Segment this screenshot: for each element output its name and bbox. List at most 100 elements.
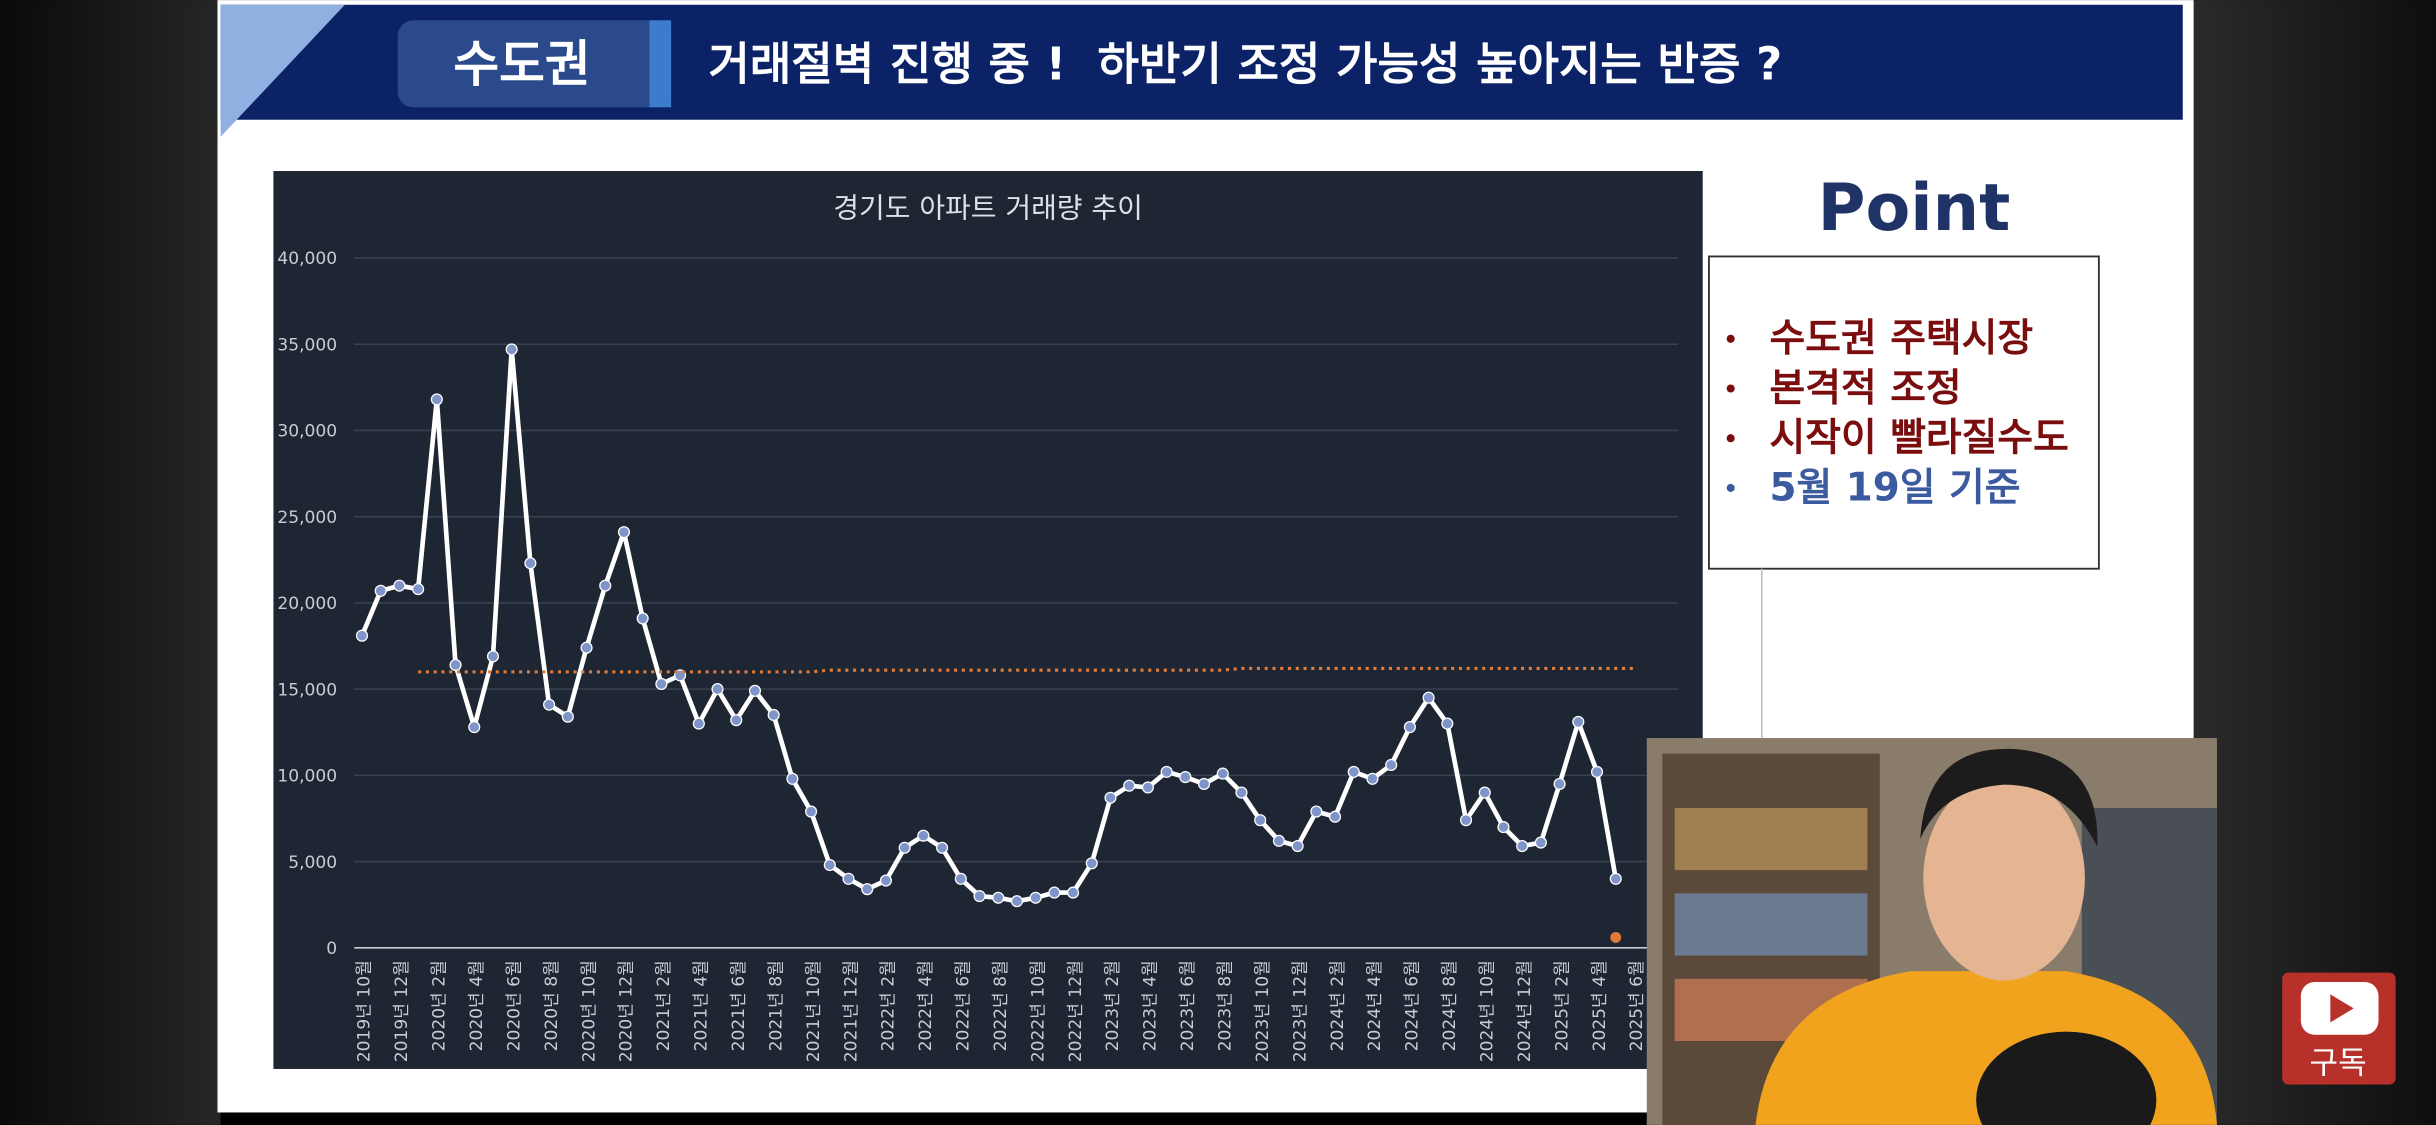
data-point (786, 772, 799, 785)
x-tick-label: 2022년 8월 (991, 960, 1011, 1051)
x-tick-label: 2024년 6월 (1403, 960, 1423, 1051)
chart-background (273, 171, 1703, 1069)
data-point (636, 612, 649, 625)
data-point (1048, 886, 1061, 899)
point-title: Point (1818, 170, 2011, 246)
data-point (1160, 765, 1173, 778)
x-tick-label: 2021년 6월 (729, 960, 749, 1051)
data-point (730, 714, 743, 727)
data-point (1141, 781, 1154, 794)
y-tick-label: 40,000 (277, 249, 337, 269)
tag-pill (397, 20, 672, 108)
hair (1920, 748, 2098, 847)
x-tick-label: 2021년 4월 (692, 960, 712, 1051)
x-tick-label: 2022년 4월 (916, 960, 936, 1051)
data-point (898, 841, 911, 854)
subscribe-button[interactable]: 구독 (2282, 972, 2396, 1085)
data-point (1216, 767, 1229, 780)
bullet (1726, 483, 1735, 492)
point-item: 수도권 주택시장 (1770, 316, 2034, 361)
data-point (992, 891, 1005, 904)
play-triangle (2330, 994, 2354, 1023)
y-tick-label: 10,000 (277, 767, 337, 787)
series-line (359, 347, 1619, 904)
data-point (486, 650, 500, 663)
data-point (524, 557, 537, 570)
header-title: 거래절벽 진행 중 ! 하반기 조정 가능성 높아지는 반증 ? (708, 37, 1782, 90)
tag-edge (649, 20, 672, 108)
data-point (767, 708, 780, 722)
x-tick-label: 2024년 4월 (1365, 960, 1385, 1051)
data-point (543, 698, 556, 711)
x-tick-label: 2022년 6월 (954, 960, 974, 1051)
x-tick-label: 2019년 12월 (392, 960, 412, 1062)
y-tick-label: 5,000 (288, 853, 337, 873)
point-item: 시작이 빨라질수도 (1770, 416, 2069, 461)
right-margin (2193, 0, 2436, 1125)
y-tick-label: 25,000 (277, 508, 337, 528)
point-item: 5월 19일 기준 (1770, 465, 2021, 510)
data-point (1272, 834, 1285, 847)
x-tick-label: 2022년 12월 (1066, 960, 1086, 1062)
data-point (1478, 786, 1491, 799)
data-point (1609, 872, 1622, 885)
y-tick-label: 15,000 (277, 680, 337, 700)
data-point (692, 717, 705, 730)
trend-line (418, 666, 1635, 674)
data-point (449, 658, 462, 672)
x-tick-label: 2023년 8월 (1216, 960, 1236, 1051)
data-point (655, 677, 668, 691)
x-tick-label: 2023년 10월 (1253, 960, 1273, 1062)
data-point (1010, 895, 1023, 908)
data-point (505, 343, 518, 356)
face (1923, 775, 2085, 981)
data-point (412, 583, 425, 596)
data-point (748, 684, 762, 697)
data-point (468, 720, 481, 734)
x-tick-label: 2020년 10월 (579, 960, 599, 1062)
y-tick-label: 30,000 (277, 422, 337, 442)
x-tick-label: 2019년 10월 (355, 960, 375, 1062)
x-tick-label: 2023년 2월 (1103, 960, 1123, 1051)
data-point (1459, 814, 1473, 827)
data-point (1366, 772, 1379, 785)
x-tick-label: 2020년 6월 (504, 960, 524, 1051)
data-point (1197, 777, 1211, 791)
x-tick-label: 2024년 10월 (1478, 960, 1498, 1062)
y-tick-label: 20,000 (277, 594, 337, 614)
data-point (1291, 839, 1304, 853)
bullet (1726, 384, 1735, 393)
point-box (1707, 255, 2100, 570)
data-point (1029, 891, 1042, 904)
y-tick-label: 35,000 (277, 335, 337, 355)
x-tick-label: 2021년 2월 (654, 960, 674, 1051)
data-point (1235, 786, 1248, 799)
x-tick-label: 2020년 4월 (467, 960, 487, 1051)
data-point (1534, 836, 1547, 849)
data-point (1385, 758, 1398, 772)
data-point (842, 872, 855, 885)
x-tick-label: 2024년 2월 (1328, 960, 1348, 1051)
data-point (1123, 779, 1136, 792)
data-point (430, 393, 443, 406)
plot: 0 5,000 10,000 15,000 20,000 25,000 30,000 35,0… (277, 249, 1678, 1062)
data-point (823, 858, 836, 872)
x-tick-label: 2021년 12월 (841, 960, 861, 1062)
data-point (861, 883, 874, 896)
bullet (1726, 434, 1735, 443)
x-tick-label: 2025년 6월 (1627, 960, 1647, 1051)
microphone (1976, 1031, 2157, 1125)
x-tick-label: 2023년 6월 (1178, 960, 1198, 1051)
data-point (561, 710, 574, 723)
point-item: 본격적 조정 (1770, 366, 1962, 411)
x-tick-label: 2022년 10월 (1028, 960, 1048, 1062)
x-tick-label: 2024년 8월 (1440, 960, 1460, 1051)
x-tick-label: 2020년 12월 (617, 960, 637, 1062)
x-tick-label: 2025년 2월 (1552, 960, 1572, 1051)
data-point (973, 889, 986, 903)
data-point (917, 829, 930, 842)
bullet (1726, 334, 1735, 343)
data-point (1104, 791, 1117, 804)
